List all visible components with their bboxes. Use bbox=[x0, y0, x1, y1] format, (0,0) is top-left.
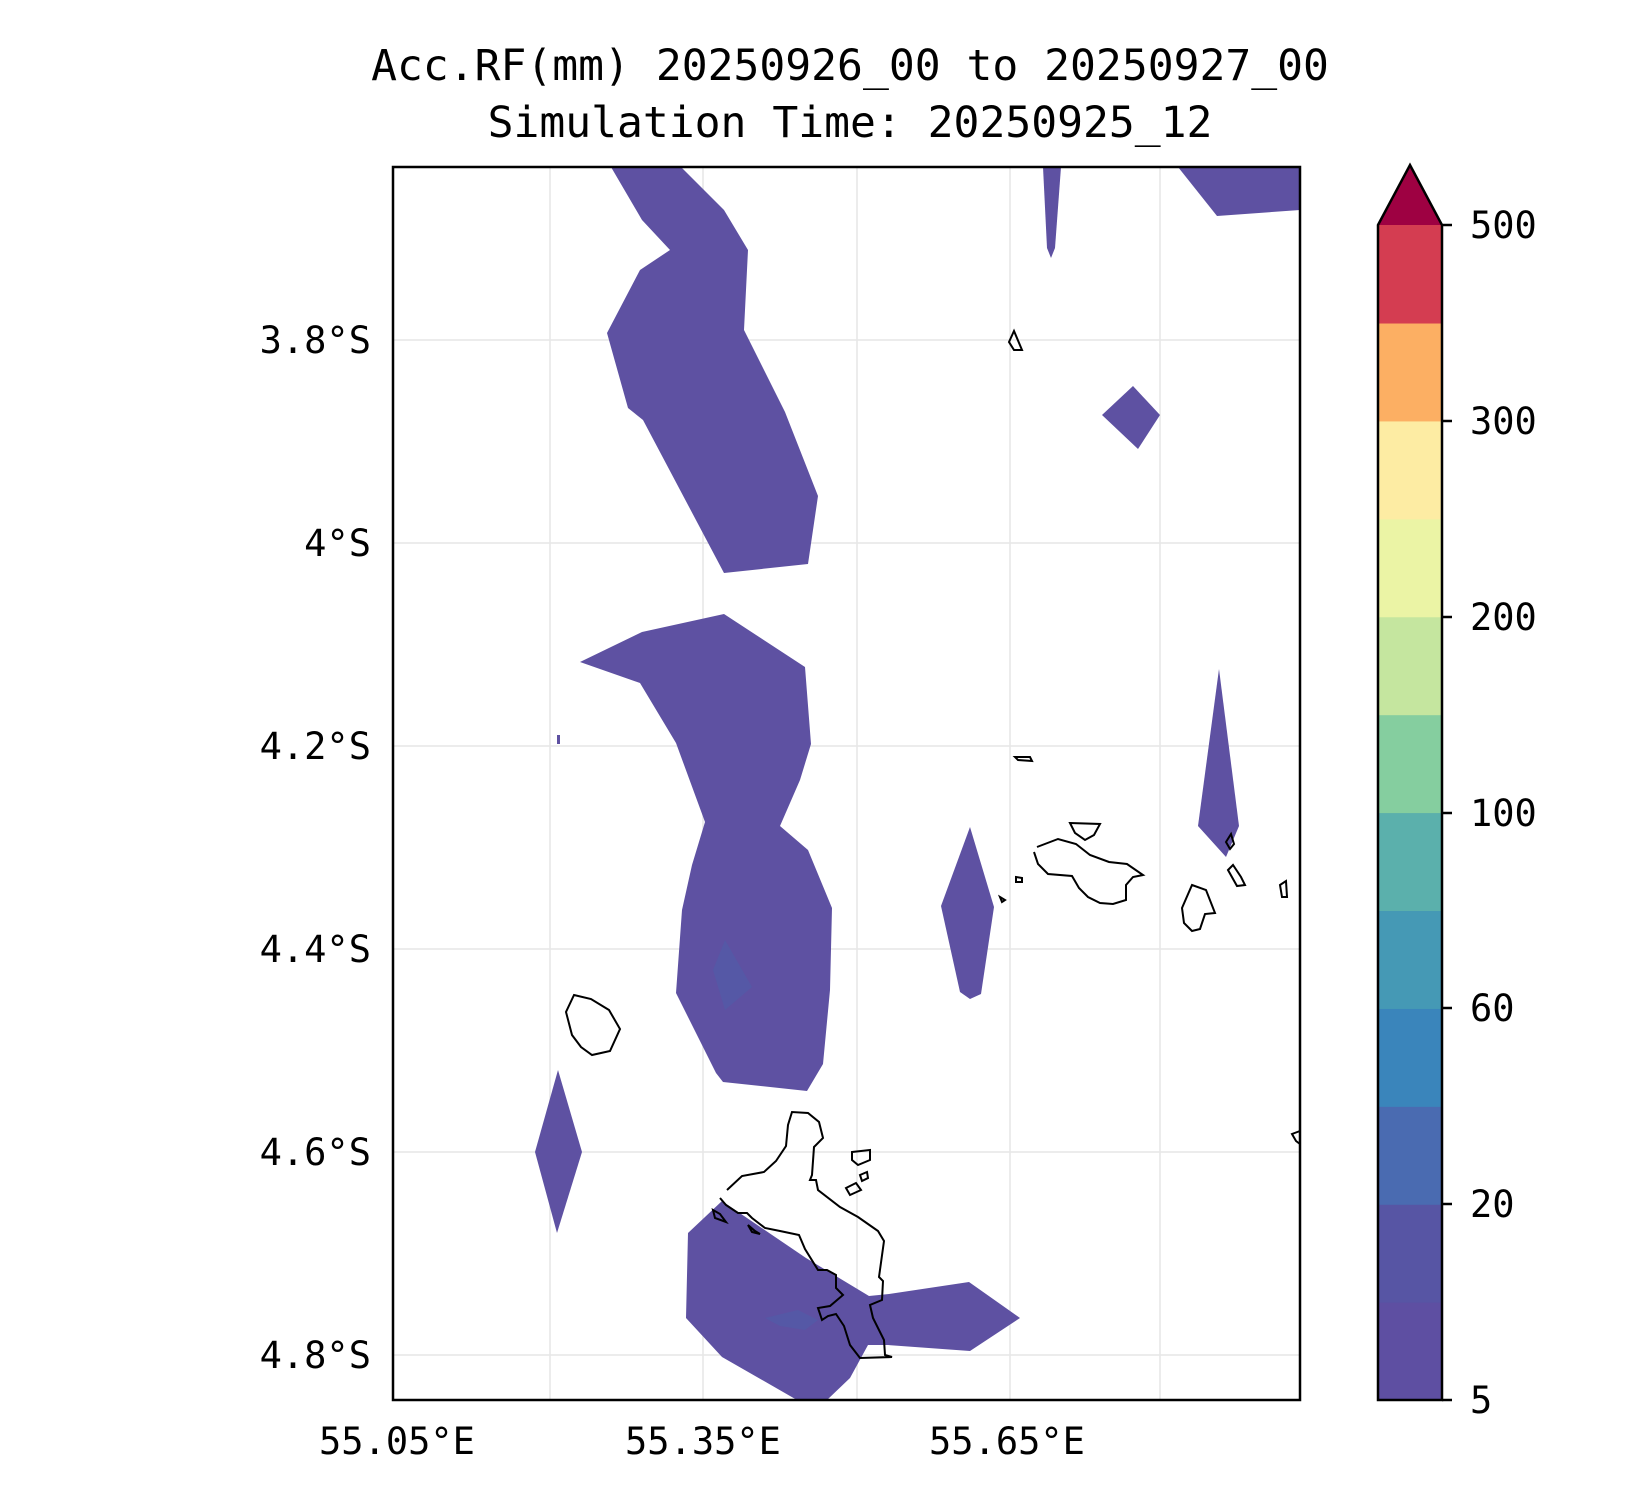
rain-region bbox=[1043, 167, 1061, 258]
rain-region-light bbox=[765, 1310, 818, 1330]
lon-tick-label: 55.65°E bbox=[929, 1420, 1085, 1463]
island-outline bbox=[1033, 837, 1146, 906]
islet-outline bbox=[1180, 883, 1217, 933]
lon-tick-label: 55.05°E bbox=[319, 1420, 475, 1463]
colorbar-tick-label: 20 bbox=[1470, 1183, 1515, 1226]
title-line-2: Simulation Time: 20250925_12 bbox=[487, 98, 1213, 148]
rain-region bbox=[1102, 386, 1160, 449]
rain-region-light bbox=[713, 940, 752, 1010]
coastline bbox=[564, 328, 1301, 1360]
colorbar-segment bbox=[1378, 518, 1442, 618]
lon-tick-label: 55.35°E bbox=[625, 1420, 781, 1463]
islet-outline bbox=[1226, 863, 1247, 888]
colorbar-tick-label: 100 bbox=[1470, 792, 1537, 835]
colorbar-tick-label: 60 bbox=[1470, 987, 1515, 1030]
islet-outline bbox=[1224, 831, 1236, 851]
islet-outline bbox=[1007, 328, 1024, 351]
colorbar-segment bbox=[1378, 322, 1442, 422]
lon-axis: 55.05°E 55.35°E 55.65°E bbox=[319, 1420, 1085, 1463]
colorbar-segment bbox=[1378, 1008, 1442, 1107]
islet-outline bbox=[1015, 875, 1023, 883]
islet-outline bbox=[851, 1148, 871, 1167]
rain-region bbox=[686, 1201, 1020, 1400]
lat-tick-label: 4.8°S bbox=[260, 1334, 371, 1377]
rain-region bbox=[941, 827, 994, 999]
colorbar-segment bbox=[1378, 910, 1442, 1009]
colorbar-segment bbox=[1378, 714, 1442, 814]
rain-region bbox=[535, 1070, 582, 1233]
islet-outline bbox=[844, 1181, 863, 1197]
lat-tick-label: 4.6°S bbox=[260, 1131, 371, 1174]
rain-speck bbox=[557, 735, 560, 744]
islet-outline bbox=[1290, 1130, 1301, 1145]
colorbar-segments bbox=[1378, 225, 1442, 1401]
rain-region bbox=[1198, 669, 1239, 857]
rainfall-regions bbox=[535, 167, 1300, 1400]
colorbar-tick-label: 200 bbox=[1470, 596, 1537, 639]
islet-outline bbox=[747, 1224, 761, 1235]
colorbar-segment bbox=[1378, 420, 1442, 520]
rain-region bbox=[607, 167, 818, 573]
colorbar-ticks bbox=[1442, 223, 1452, 1402]
islet-outline bbox=[711, 1207, 729, 1225]
title-line-1: Acc.RF(mm) 20250926_00 to 20250927_00 bbox=[371, 41, 1329, 91]
colorbar-segment bbox=[1378, 225, 1442, 324]
colorbar-tick-label: 500 bbox=[1470, 204, 1537, 247]
lat-tick-label: 4°S bbox=[304, 522, 371, 565]
lat-tick-label: 3.8°S bbox=[260, 319, 371, 362]
map-panel bbox=[391, 165, 1302, 1402]
colorbar-segment bbox=[1378, 616, 1442, 716]
rain-region bbox=[1178, 167, 1300, 216]
colorbar: 5 20 60 100 200 300 500 bbox=[1376, 162, 1537, 1422]
rain-region bbox=[580, 614, 832, 1091]
islet-outline bbox=[858, 1170, 870, 1183]
colorbar-segment bbox=[1378, 1302, 1442, 1401]
island-outline bbox=[564, 993, 622, 1057]
islet-outline bbox=[1278, 879, 1289, 898]
colorbar-segment bbox=[1378, 1106, 1442, 1205]
map-background bbox=[393, 167, 1300, 1400]
chart-title: Acc.RF(mm) 20250926_00 to 20250927_00 Si… bbox=[0, 38, 1650, 152]
island-outline bbox=[719, 1110, 893, 1360]
lat-axis: 3.8°S 4°S 4.2°S 4.4°S 4.6°S 4.8°S bbox=[260, 319, 371, 1377]
islet-outline bbox=[997, 894, 1007, 904]
colorbar-segment bbox=[1378, 1204, 1442, 1303]
colorbar-tick-label: 5 bbox=[1470, 1379, 1492, 1422]
colorbar-tick-label: 300 bbox=[1470, 400, 1537, 443]
rain-regions-light bbox=[713, 940, 818, 1330]
colorbar-extend-arrow bbox=[1378, 165, 1442, 225]
map-frame bbox=[391, 165, 1302, 1402]
colorbar-segment bbox=[1378, 812, 1442, 912]
lat-tick-label: 4.4°S bbox=[260, 928, 371, 971]
islet-outline bbox=[1012, 756, 1034, 763]
islet-outline bbox=[1068, 821, 1102, 842]
lat-tick-label: 4.2°S bbox=[260, 725, 371, 768]
